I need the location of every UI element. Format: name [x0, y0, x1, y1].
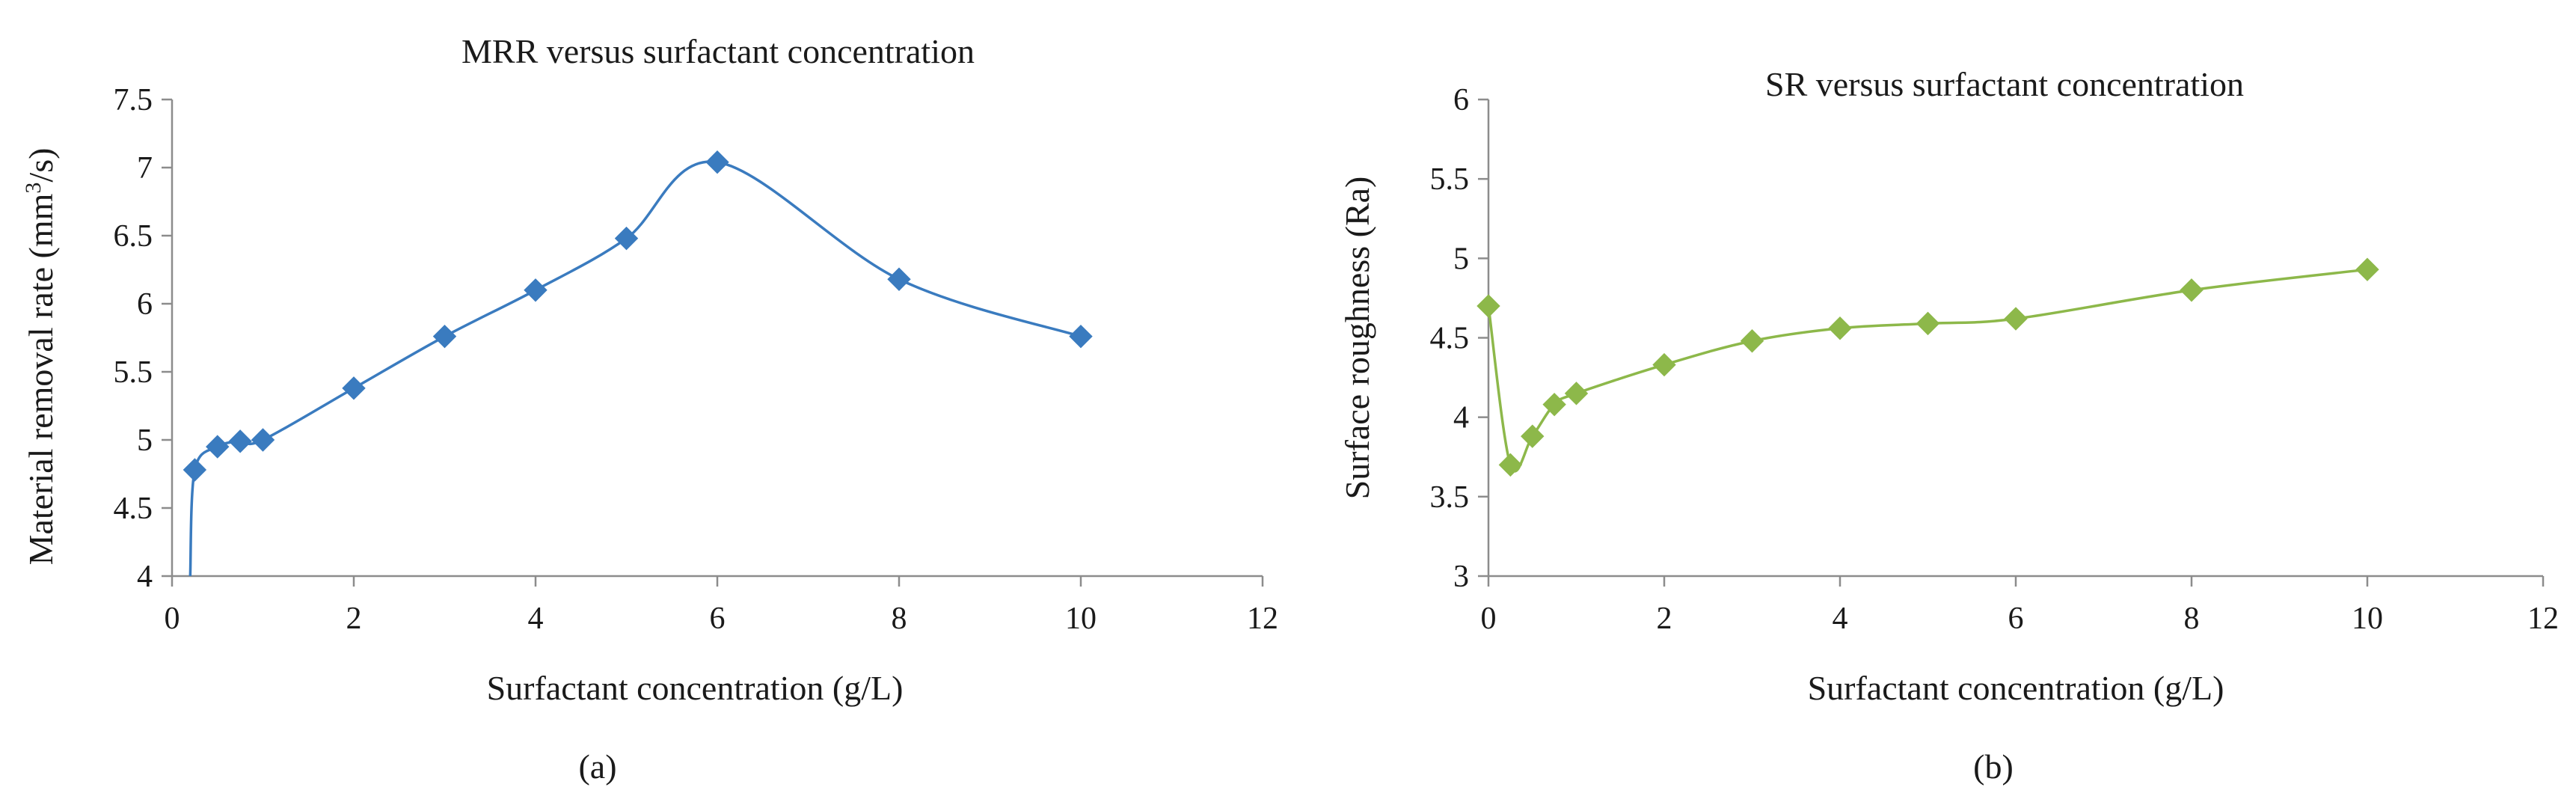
x-tick-label: 0 [1481, 602, 1497, 636]
x-tick-label: 2 [346, 602, 362, 636]
data-point [183, 458, 207, 482]
data-point [1740, 329, 1764, 353]
y-tick-label: 5 [1453, 242, 1469, 276]
data-point [206, 435, 230, 459]
data-point [887, 267, 911, 291]
x-tick-label: 10 [2352, 602, 2383, 636]
y-tick-label: 4 [137, 560, 153, 594]
y-axis-label: Surface roughness (Ra) [1338, 177, 1376, 500]
x-tick-label: 4 [528, 602, 544, 636]
data-point [342, 376, 366, 400]
y-tick-label: 3 [1453, 560, 1469, 594]
data-point [1652, 352, 1676, 377]
y-axis-label: Material removal rate (mm3/s) [21, 148, 61, 566]
data-point [432, 324, 457, 349]
data-point [1521, 424, 1545, 448]
x-tick-label: 6 [2008, 602, 2024, 636]
y-tick-label: 4.5 [114, 492, 153, 526]
x-tick-label: 12 [1247, 602, 1278, 636]
x-tick-label: 6 [710, 602, 726, 636]
data-point [1476, 294, 1500, 318]
data-point [524, 278, 548, 302]
data-point [705, 150, 729, 174]
y-tick-label: 4 [1453, 401, 1469, 435]
x-axis-label: Surfactant concentration (g/L) [1808, 669, 2224, 707]
x-tick-label: 8 [892, 602, 907, 636]
y-tick-label: 5 [137, 423, 153, 458]
x-tick-label: 2 [1657, 602, 1672, 636]
data-point [228, 429, 252, 453]
chart-title: MRR versus surfactant concentration [461, 32, 975, 70]
data-point [614, 226, 639, 251]
y-tick-label: 5.5 [114, 355, 153, 390]
y-tick-label: 7.5 [114, 83, 153, 117]
data-point [251, 428, 275, 452]
panel-label: (b) [1973, 747, 2014, 786]
x-tick-label: 10 [1065, 602, 1097, 636]
chart-title: SR versus surfactant concentration [1765, 65, 2244, 103]
data-point [1828, 316, 1852, 340]
data-point [1069, 324, 1093, 349]
y-tick-label: 7 [137, 151, 153, 186]
y-tick-label: 6 [1453, 83, 1469, 117]
x-axis-label: Surfactant concentration (g/L) [487, 669, 904, 707]
x-tick-label: 8 [2184, 602, 2200, 636]
y-tick-label: 6 [137, 287, 153, 322]
chart-panel-b: 3 3.5 4 4.5 5 5.5 6 0 2 4 6 8 10 12 SR versus surfacta… [1338, 65, 2559, 786]
data-point [1916, 311, 1940, 336]
panel-label: (a) [578, 747, 616, 786]
data-point [2180, 278, 2204, 302]
x-tick-label: 0 [165, 602, 180, 636]
chart-panel-a: 4 4.5 5 5.5 6 6.5 7 7.5 0 2 4 6 8 10 12 MRR versus surf… [21, 32, 1279, 786]
series-line [1487, 268, 2368, 473]
series-line [188, 160, 1082, 577]
y-tick-label: 5.5 [1430, 162, 1470, 197]
y-tick-label: 6.5 [114, 219, 153, 254]
y-tick-label: 3.5 [1430, 480, 1470, 515]
data-point [1542, 392, 1566, 417]
data-point [1498, 453, 1523, 477]
data-point [2004, 307, 2028, 331]
data-point [2355, 257, 2379, 281]
data-point [1564, 382, 1589, 406]
x-tick-label: 12 [2527, 602, 2559, 636]
x-tick-label: 4 [1833, 602, 1848, 636]
y-tick-label: 4.5 [1430, 322, 1470, 356]
